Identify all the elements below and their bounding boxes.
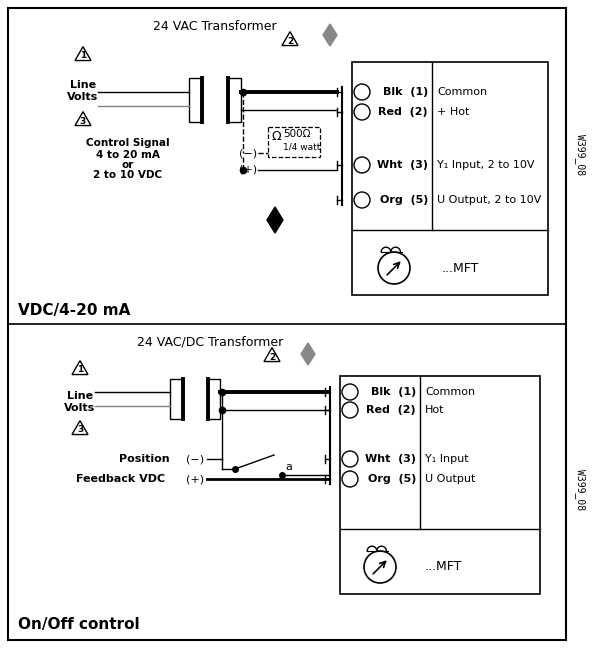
Text: 500Ω: 500Ω	[283, 129, 310, 139]
Text: Common: Common	[437, 87, 487, 97]
Bar	[268, 127, 320, 157]
Text: 1/4 watt: 1/4 watt	[283, 143, 321, 152]
Text: Line: Line	[67, 391, 93, 401]
Text: Y₁ Input, 2 to 10V: Y₁ Input, 2 to 10V	[437, 160, 535, 170]
Text: U Output: U Output	[425, 474, 475, 484]
Text: On/Off control: On/Off control	[18, 618, 139, 632]
Text: Org  (5): Org (5)	[368, 474, 416, 484]
Polygon shape	[323, 24, 337, 46]
Text: Volts: Volts	[65, 403, 96, 413]
Text: Hot: Hot	[425, 405, 444, 415]
Text: W399_08: W399_08	[575, 469, 585, 511]
Text: or: or	[122, 160, 134, 170]
Bar	[340, 376, 540, 594]
Text: Ω: Ω	[271, 130, 280, 143]
Bar	[228, 78, 241, 122]
Text: U Output, 2 to 10V: U Output, 2 to 10V	[437, 195, 541, 205]
Text: 1: 1	[77, 365, 83, 375]
Bar	[352, 62, 548, 295]
Text: + Hot: + Hot	[437, 107, 469, 117]
Bar	[189, 78, 202, 122]
Text: Position: Position	[120, 454, 170, 464]
Text: (−): (−)	[239, 148, 257, 158]
Text: (−): (−)	[186, 454, 204, 464]
Text: 3: 3	[80, 117, 86, 126]
Text: Blk  (1): Blk (1)	[371, 387, 416, 397]
Text: Red  (2): Red (2)	[367, 405, 416, 415]
Text: Org  (5): Org (5)	[380, 195, 428, 205]
Text: Common: Common	[425, 387, 475, 397]
Text: 1: 1	[80, 51, 86, 60]
Text: 2 to 10 VDC: 2 to 10 VDC	[93, 170, 163, 180]
Text: 24 VAC Transformer: 24 VAC Transformer	[153, 19, 277, 32]
Text: Line: Line	[70, 80, 96, 90]
Text: 4 to 20 mA: 4 to 20 mA	[96, 150, 160, 160]
Text: VDC/4-20 mA: VDC/4-20 mA	[18, 303, 130, 318]
Text: 3: 3	[77, 426, 83, 435]
Text: 24 VAC/DC Transformer: 24 VAC/DC Transformer	[137, 336, 283, 349]
Polygon shape	[267, 207, 283, 233]
Text: ...MFT: ...MFT	[442, 262, 480, 275]
Text: Y₁ Input: Y₁ Input	[425, 454, 469, 464]
Polygon shape	[301, 343, 315, 365]
Text: Red  (2): Red (2)	[379, 107, 428, 117]
Text: Wht  (3): Wht (3)	[377, 160, 428, 170]
Text: a: a	[285, 462, 292, 472]
Text: (+): (+)	[186, 474, 204, 484]
Text: 2: 2	[287, 36, 293, 45]
Text: Feedback VDC: Feedback VDC	[76, 474, 165, 484]
Text: Blk  (1): Blk (1)	[383, 87, 428, 97]
Bar	[208, 379, 220, 419]
Text: Volts: Volts	[68, 92, 99, 102]
Text: W399_08: W399_08	[575, 134, 585, 176]
Text: 2: 2	[269, 353, 275, 362]
Text: ...MFT: ...MFT	[425, 561, 462, 573]
Text: Control Signal: Control Signal	[86, 138, 170, 148]
Text: (+): (+)	[239, 165, 257, 175]
Text: Wht  (3): Wht (3)	[365, 454, 416, 464]
Bar	[170, 379, 182, 419]
